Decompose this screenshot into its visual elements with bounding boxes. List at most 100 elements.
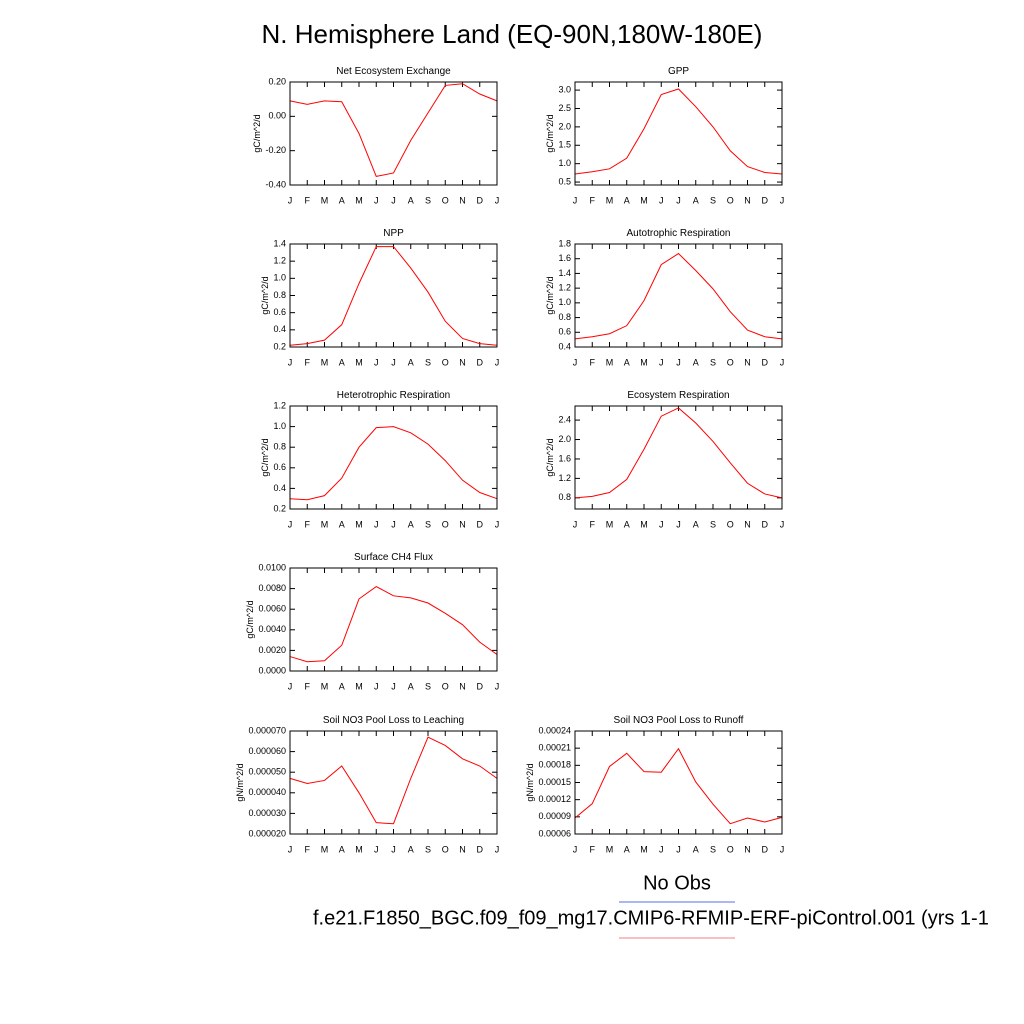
panel-title: GPP [668,66,689,77]
plot-frame [574,243,783,348]
y-axis-label: gC/m^2/d [260,438,270,476]
x-tick-label: D [477,844,484,854]
x-tick-label: A [339,357,345,367]
panel-title: Heterotrophic Respiration [337,390,450,401]
data-line [289,426,498,501]
y-tick-label: 1.0 [273,273,286,283]
y-axis-label: gC/m^2/d [252,114,262,152]
x-tick-label: A [624,519,630,529]
x-tick-label: J [780,195,785,205]
x-tick-label: J [659,195,664,205]
x-tick-label: O [442,519,449,529]
x-tick-label: J [780,844,785,854]
y-tick-label: 0.8 [558,492,571,502]
x-tick-label: J [573,357,578,367]
y-tick-label: 0.6 [273,307,286,317]
y-axis-label: gN/m^2/d [525,763,535,801]
y-tick-label: 0.8 [273,290,286,300]
x-tick-label: M [355,357,363,367]
x-tick-label: A [339,519,345,529]
x-tick-label: J [391,195,396,205]
y-tick-label: 0.20 [268,76,286,86]
x-tick-label: F [305,844,311,854]
x-tick-label: A [693,195,699,205]
x-tick-label: S [425,357,431,367]
x-tick-label: M [355,681,363,691]
panel: Net Ecosystem Exchange -0.40 -0.20 0.00 0.20… [252,66,499,205]
x-tick-label: O [727,357,734,367]
x-tick-label: J [391,519,396,529]
x-tick-label: S [710,195,716,205]
x-tick-label: J [495,681,500,691]
x-tick-label: F [590,357,596,367]
x-tick-label: M [321,681,329,691]
x-tick-label: A [624,195,630,205]
y-tick-label: 0.0020 [258,645,286,655]
x-tick-label: M [321,357,329,367]
x-tick-label: J [288,357,293,367]
x-tick-label: M [606,519,614,529]
x-tick-label: A [339,844,345,854]
x-tick-label: J [780,519,785,529]
y-tick-label: -0.20 [265,145,286,155]
x-tick-label: J [659,844,664,854]
x-tick-label: D [762,844,769,854]
plot-frame [574,730,783,835]
y-tick-label: -0.40 [265,179,286,189]
x-tick-label: M [321,844,329,854]
panel: Heterotrophic Respiration 0.2 0.4 0.6 0.8 1.0… [260,390,499,529]
plot-frame [289,405,498,510]
x-tick-label: J [288,195,293,205]
x-tick-label: J [676,519,681,529]
y-tick-label: 0.00024 [538,725,571,735]
y-tick-label: 0.00015 [538,777,571,787]
figure-title: N. Hemisphere Land (EQ-90N,180W-180E) [262,19,763,49]
x-tick-label: D [762,519,769,529]
y-tick-label: 0.6 [558,327,571,337]
y-tick-label: 0.000030 [248,808,286,818]
y-tick-label: 2.0 [558,434,571,444]
y-tick-label: 1.2 [273,400,286,410]
x-tick-label: N [459,681,466,691]
y-tick-label: 0.000020 [248,828,286,838]
y-tick-label: 0.00021 [538,743,571,753]
x-tick-label: A [408,844,414,854]
plot-frame [289,243,498,348]
y-tick-label: 1.6 [558,253,571,263]
x-tick-label: J [573,195,578,205]
x-tick-label: A [408,357,414,367]
y-tick-label: 0.5 [558,176,571,186]
y-tick-label: 0.0060 [258,604,286,614]
y-tick-label: 0.000070 [248,725,286,735]
plot-frame [574,81,783,186]
y-tick-label: 0.000050 [248,767,286,777]
y-tick-label: 3.0 [558,84,571,94]
x-tick-label: M [355,519,363,529]
x-tick-label: J [659,519,664,529]
x-tick-label: D [477,357,484,367]
x-tick-label: A [693,357,699,367]
y-tick-label: 0.6 [273,462,286,472]
x-tick-label: D [477,519,484,529]
x-tick-label: J [659,357,664,367]
plot-frame [574,405,783,510]
x-tick-label: A [408,195,414,205]
x-tick-label: J [391,681,396,691]
x-tick-label: A [408,681,414,691]
plot-frame [289,81,498,186]
panel-title: Soil NO3 Pool Loss to Leaching [323,715,464,726]
x-tick-label: N [459,519,466,529]
x-tick-label: N [744,844,751,854]
data-line [574,407,783,499]
x-tick-label: S [425,681,431,691]
x-tick-label: F [590,519,596,529]
x-tick-label: N [459,195,466,205]
x-tick-label: J [495,519,500,529]
y-tick-label: 0.0000 [258,665,286,675]
x-tick-label: A [693,519,699,529]
y-tick-label: 1.2 [273,256,286,266]
x-tick-label: J [288,844,293,854]
data-line [574,747,783,825]
